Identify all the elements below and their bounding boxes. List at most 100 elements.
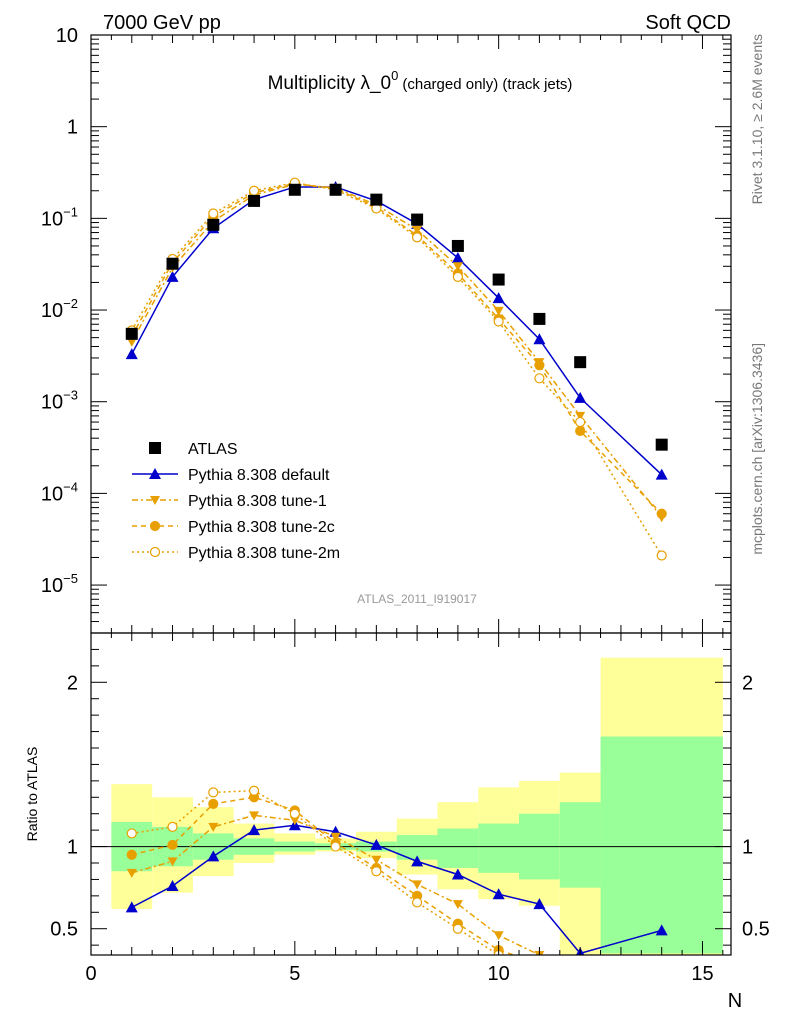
band-inner-8 bbox=[437, 828, 479, 868]
y-tick-exp: −4 bbox=[63, 479, 78, 494]
main-point-data-10 bbox=[492, 273, 505, 286]
ratio-series bbox=[125, 785, 668, 968]
ratio-point-tune2m-2 bbox=[167, 821, 178, 832]
ratio-point-tune1-4 bbox=[249, 811, 260, 821]
ratio-frame bbox=[90, 632, 732, 956]
y-tick-label: 1 bbox=[67, 117, 78, 139]
band-inner-12 bbox=[600, 736, 723, 954]
mcplots-label: mcplots.cern.ch [arXiv:1306.3436] bbox=[749, 343, 765, 555]
main-point-data-8 bbox=[411, 213, 424, 226]
main-point-tune2m-9 bbox=[452, 271, 463, 282]
ratio-point-default-1 bbox=[125, 901, 138, 913]
legend-label-tune2m: Pythia 8.308 tune-2m bbox=[188, 545, 340, 562]
header-left: 7000 GeV pp bbox=[103, 12, 221, 34]
ratio-y-tick-label-right: 2 bbox=[742, 672, 753, 694]
main-point-tune2m-12 bbox=[575, 416, 586, 428]
x-tick-label: 5 bbox=[289, 963, 300, 985]
y-tick-exp: −2 bbox=[63, 296, 78, 311]
y-tick-base: 10 bbox=[41, 208, 63, 230]
ratio-point-default-9 bbox=[451, 868, 464, 880]
main-point-data-7 bbox=[370, 193, 383, 206]
main-point-data-9 bbox=[451, 239, 464, 252]
main-series bbox=[125, 177, 668, 561]
ratio-point-tune1-2 bbox=[167, 857, 178, 867]
ratio-point-tune1-10 bbox=[493, 931, 504, 941]
main-point-tune2m-10 bbox=[493, 316, 504, 327]
main-point-tune2c-14 bbox=[656, 508, 667, 519]
ratio-point-tune2m-8 bbox=[412, 897, 423, 908]
main-point-data-4 bbox=[248, 194, 261, 207]
x-axis-label: N bbox=[728, 990, 742, 1012]
ratio-point-tune2m-9 bbox=[452, 923, 463, 934]
ratio-y-tick-label-right: 0.5 bbox=[742, 919, 770, 941]
main-point-default-12 bbox=[574, 391, 587, 403]
ratio-point-tune2c-2 bbox=[167, 839, 178, 851]
main-point-default-14 bbox=[655, 468, 668, 480]
y-tick-label: 10−1 bbox=[41, 204, 78, 230]
ratio-point-default-7 bbox=[370, 838, 383, 850]
main-point-data-14 bbox=[655, 438, 668, 451]
main-point-tune1-9 bbox=[452, 262, 463, 272]
main-point-tune1-8 bbox=[412, 225, 423, 235]
ratio-bands bbox=[91, 657, 731, 955]
ratio-point-tune2m-4 bbox=[248, 785, 260, 796]
y-tick-exp: −3 bbox=[63, 388, 78, 403]
main-point-tune2c-11 bbox=[534, 360, 545, 371]
main-point-data-11 bbox=[533, 312, 546, 325]
ratio-point-tune2m-6 bbox=[330, 841, 341, 852]
main-point-data-1 bbox=[125, 327, 138, 340]
legend-label-tune2c: Pythia 8.308 tune-2c bbox=[188, 519, 335, 536]
ratio-point-default-3 bbox=[207, 850, 220, 862]
x-tick-label: 15 bbox=[691, 963, 713, 985]
plot-title-sup: 0 bbox=[391, 68, 398, 83]
legend-marker-tune2c bbox=[149, 520, 161, 532]
ratio-line-tune2m bbox=[131, 789, 501, 955]
y-tick-label: 10−3 bbox=[41, 388, 78, 414]
legend-label-default: Pythia 8.308 default bbox=[188, 467, 330, 484]
legend: ATLAS Pythia 8.308 default Pythia 8.308 tu… bbox=[132, 441, 340, 562]
main-point-tune2m-4 bbox=[248, 185, 260, 196]
plot-title: Multiplicity λ_00 (charged only) (track j… bbox=[268, 68, 573, 94]
main-point-default-1 bbox=[125, 348, 138, 360]
main-point-tune1-10 bbox=[493, 306, 504, 316]
band-inner-11 bbox=[559, 802, 601, 888]
ratio-point-tune1-3 bbox=[208, 822, 219, 832]
analysis-label: ATLAS_2011_I919017 bbox=[357, 592, 477, 606]
legend-marker-data bbox=[149, 442, 161, 454]
main-point-tune2m-8 bbox=[412, 232, 423, 243]
ratio-point-default-11 bbox=[533, 898, 546, 910]
ratio-point-tune1-7 bbox=[371, 855, 382, 865]
y-tick-label: 10 bbox=[56, 25, 78, 47]
ratio-point-default-4 bbox=[248, 824, 261, 836]
ratio-y-tick-label: 0.5 bbox=[50, 919, 78, 941]
y-tick-exp: −1 bbox=[63, 204, 78, 219]
main-point-data-2 bbox=[166, 257, 179, 270]
ratio-point-tune2c-1 bbox=[126, 849, 137, 860]
rivet-label: Rivet 3.1.10, ≥ 2.6M events bbox=[749, 34, 765, 204]
main-point-default-10 bbox=[492, 292, 505, 304]
header-right: Soft QCD bbox=[645, 12, 731, 34]
ratio-y-tick-label: 2 bbox=[67, 672, 78, 694]
main-point-default-11 bbox=[533, 333, 546, 345]
ratio-point-tune1-9 bbox=[452, 900, 463, 910]
y-tick-base: 10 bbox=[41, 483, 63, 505]
legend-marker-tune1 bbox=[150, 496, 160, 505]
main-point-tune1-12 bbox=[575, 411, 586, 421]
y-tick-base: 10 bbox=[41, 392, 63, 414]
main-point-default-9 bbox=[451, 251, 464, 263]
band-inner-9 bbox=[478, 823, 520, 873]
ratio-point-tune1-8 bbox=[412, 880, 423, 890]
y-tick-base: 10 bbox=[41, 575, 63, 597]
ratio-point-default-14 bbox=[655, 924, 668, 936]
ratio-point-tune1-5 bbox=[289, 816, 300, 826]
ratio-line-tune1 bbox=[131, 814, 542, 955]
ratio-point-tune2c-11 bbox=[535, 959, 544, 968]
y-tick-base: 1 bbox=[67, 117, 78, 139]
y-tick-label: 10−2 bbox=[41, 296, 78, 322]
legend-label-tune1: Pythia 8.308 tune-1 bbox=[188, 493, 327, 510]
ratio-point-tune2c-3 bbox=[208, 798, 219, 809]
ratio-point-tune2m-1 bbox=[126, 828, 137, 839]
main-point-data-3 bbox=[207, 218, 220, 231]
